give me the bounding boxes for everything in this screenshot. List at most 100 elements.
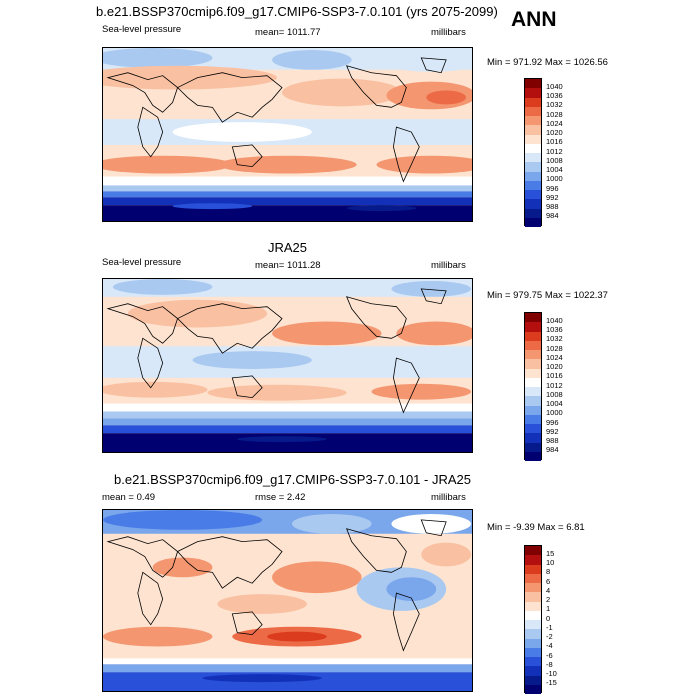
colorbar-swatch [525, 116, 541, 126]
colorbar-tick-label: -10 [546, 669, 557, 678]
colorbar-tick-label: 1000 [546, 174, 563, 183]
colorbar-swatch [525, 106, 541, 116]
colorbar-tick-label: 1040 [546, 82, 563, 91]
minmax-label: Min = -9.39 Max = 6.81 [487, 522, 585, 533]
colorbar-swatch [525, 331, 541, 341]
colorbar-tick-label: 1012 [546, 147, 563, 156]
colorbar-tick-label: -2 [546, 632, 553, 641]
colorbar-tick-label: 10 [546, 558, 555, 567]
season-label: ANN [511, 8, 557, 31]
colorbar-difference [524, 545, 542, 694]
colorbar-tick-label: 1012 [546, 381, 563, 390]
rmse-label: rmse = 2.42 [255, 492, 306, 503]
colorbar-tick-label: -15 [546, 678, 557, 687]
colorbar-swatch [525, 217, 541, 227]
colorbar-swatch [525, 601, 541, 611]
colorbar-tick-label: 4 [546, 586, 551, 595]
colorbar-swatch [525, 647, 541, 657]
colorbar-swatch [525, 162, 541, 172]
colorbar-swatch [525, 638, 541, 648]
colorbar-tick-label: 1024 [546, 119, 563, 128]
colorbar-swatch [525, 610, 541, 620]
colorbar-model [524, 78, 542, 227]
colorbar-swatch [525, 564, 541, 574]
colorbar-swatch [525, 620, 541, 630]
colorbar-observation [524, 312, 542, 461]
colorbar-swatch [525, 190, 541, 200]
colorbar-tick-label: 1000 [546, 408, 563, 417]
colorbar-tick-label: -6 [546, 651, 553, 660]
map-model [102, 47, 473, 222]
colorbar-tick-label: 0 [546, 614, 551, 623]
colorbar-swatch [525, 433, 541, 443]
colorbar-swatch [525, 546, 541, 556]
colorbar-tick-label: 1004 [546, 165, 563, 174]
colorbar-tick-label: 1032 [546, 100, 563, 109]
colorbar-swatch [525, 405, 541, 415]
panel-title: JRA25 [268, 240, 308, 255]
panel-title: b.e21.BSSP370cmip6.f09_g17.CMIP6-SSP3-7.… [96, 4, 498, 19]
colorbar-tick-label: 992 [546, 427, 559, 436]
colorbar-tick-label: 996 [546, 418, 559, 427]
colorbar-swatch [525, 675, 541, 685]
colorbar-tick-label: 1020 [546, 128, 563, 137]
map-difference [102, 509, 473, 692]
slp-contour-map [103, 48, 472, 221]
colorbar-swatch [525, 666, 541, 676]
colorbar-swatch [525, 442, 541, 452]
colorbar-swatch [525, 684, 541, 694]
colorbar-tick-label: 6 [546, 577, 551, 586]
units-label: millibars [431, 260, 466, 271]
colorbar-swatch [525, 359, 541, 369]
colorbar-swatch [525, 387, 541, 397]
variable-label: Sea-level pressure [102, 257, 182, 268]
colorbar-swatch [525, 657, 541, 667]
colorbar-tick-label: 988 [546, 202, 559, 211]
colorbar-swatch [525, 125, 541, 135]
colorbar-swatch [525, 350, 541, 360]
colorbar-tick-label: 1008 [546, 156, 563, 165]
colorbar-tick-label: 988 [546, 436, 559, 445]
colorbar-swatch [525, 143, 541, 153]
colorbar-tick-label: 1004 [546, 399, 563, 408]
colorbar-tick-label: 1 [546, 604, 551, 613]
colorbar-tick-label: 1016 [546, 137, 563, 146]
colorbar-swatch [525, 396, 541, 406]
colorbar-tick-label: 8 [546, 567, 551, 576]
colorbar-swatch [525, 180, 541, 190]
colorbar-tick-label: 1024 [546, 353, 563, 362]
colorbar-tick-label: 984 [546, 211, 559, 220]
colorbar-swatch [525, 153, 541, 163]
colorbar-tick-label: -8 [546, 660, 553, 669]
colorbar-swatch [525, 208, 541, 218]
colorbar-tick-label: 1036 [546, 91, 563, 100]
colorbar-swatch [525, 134, 541, 144]
colorbar-tick-label: 2 [546, 595, 551, 604]
minmax-label: Min = 971.92 Max = 1026.56 [487, 57, 608, 68]
units-label: millibars [431, 27, 466, 38]
colorbar-tick-label: 1028 [546, 344, 563, 353]
colorbar-tick-label: 1028 [546, 110, 563, 119]
colorbar-swatch [525, 414, 541, 424]
colorbar-tick-label: 992 [546, 193, 559, 202]
slp-difference-map [103, 510, 472, 691]
colorbar-swatch [525, 377, 541, 387]
colorbar-tick-label: 984 [546, 445, 559, 454]
map-observation [102, 278, 473, 453]
colorbar-swatch [525, 199, 541, 209]
units-label: millibars [431, 492, 466, 503]
colorbar-swatch [525, 629, 541, 639]
colorbar-swatch [525, 424, 541, 434]
mean-label: mean= 1011.28 [255, 260, 321, 271]
colorbar-swatch [525, 555, 541, 565]
colorbar-swatch [525, 97, 541, 107]
colorbar-tick-label: -1 [546, 623, 553, 632]
colorbar-tick-label: 996 [546, 184, 559, 193]
minmax-label: Min = 979.75 Max = 1022.37 [487, 290, 608, 301]
colorbar-swatch [525, 322, 541, 332]
colorbar-swatch [525, 451, 541, 461]
colorbar-tick-label: -4 [546, 641, 553, 650]
variable-label: Sea-level pressure [102, 24, 182, 35]
colorbar-swatch [525, 368, 541, 378]
panel-title: b.e21.BSSP370cmip6.f09_g17.CMIP6-SSP3-7.… [114, 472, 471, 487]
